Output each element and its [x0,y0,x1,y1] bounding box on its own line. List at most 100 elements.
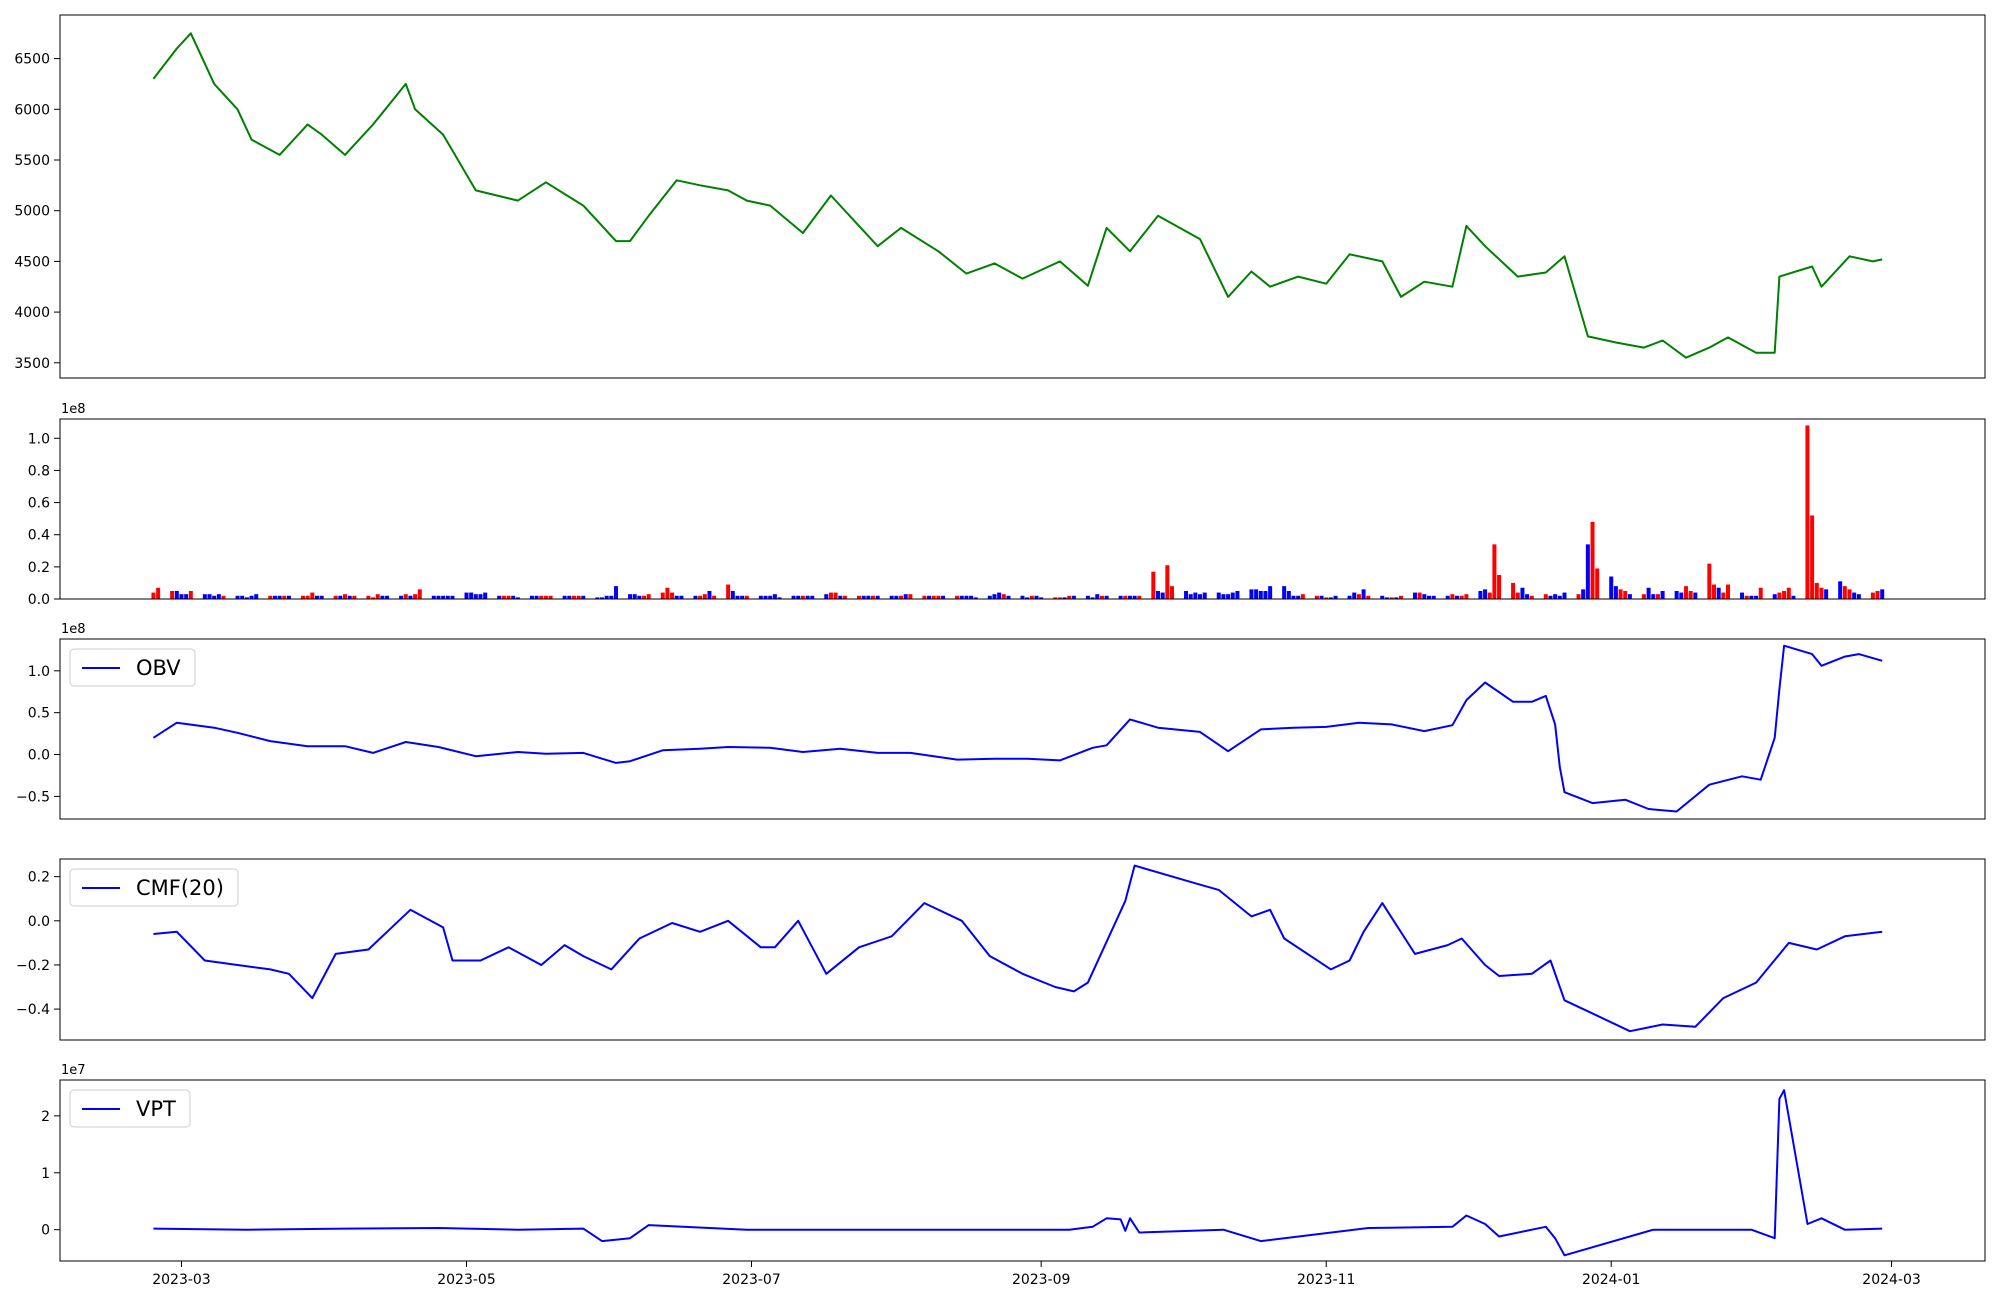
volume-bar [501,595,506,599]
axes-frame [59,418,1986,600]
volume-bar [268,595,273,599]
volume-bar [632,594,637,599]
volume-bar [1562,592,1567,599]
volume-bar [319,595,324,599]
volume-bar [1740,592,1745,599]
volume-bar [1090,597,1095,599]
volume-bar [969,595,974,599]
volume-bar [1721,592,1726,599]
volume-bar [1618,589,1623,599]
volume-bar [1170,586,1175,599]
volume-bar [515,597,520,599]
volume-bar [1216,592,1221,599]
y-tick-label: 0.2 [28,560,50,576]
legend-box [69,868,239,907]
volume-bar [1071,595,1076,599]
volume-bar [1095,594,1100,599]
volume-bar [856,595,861,599]
volume-bar [1198,594,1203,599]
volume-bar [212,595,217,599]
volume-bar [1062,597,1067,599]
volume-bar [450,595,455,599]
volume-bar [1838,581,1843,599]
volume-bar [1155,590,1160,599]
y-tick-label: 4500 [14,254,50,270]
volume-bar [179,594,184,599]
legend-label: VPT [136,1097,176,1121]
volume-bar [955,595,960,599]
volume-bar [870,595,875,599]
y-tick-label: −0.2 [16,958,50,974]
y-tick-label: 6500 [14,52,50,68]
volume-bar [595,597,600,599]
y-tick-label: −0.4 [16,1002,50,1018]
volume-bar [511,595,516,599]
volume-bar [768,595,773,599]
volume-bar [1613,586,1618,599]
volume-bar [1314,595,1319,599]
volume-bar [1674,590,1679,599]
volume-bar [497,595,502,599]
volume-bar [1529,595,1534,599]
volume-bar [286,595,291,599]
volume-bar [698,595,703,599]
volume-bar [908,594,913,599]
volume-bar [679,595,684,599]
volume-bar [1300,594,1305,599]
volume-bar [1328,597,1333,599]
volume-bar [936,595,941,599]
y-tick-label: 1.0 [28,664,50,680]
volume-bar [1623,590,1628,599]
volume-bar [899,595,904,599]
volume-bar [1543,594,1548,599]
volume-bar [473,594,478,599]
volume-bar [1029,595,1034,599]
volume-bar [1511,582,1516,599]
volume-bar [375,594,380,599]
volume-bar [417,589,422,599]
volume-bar [548,595,553,599]
axes-frame [59,1079,1986,1262]
volume-bar [1296,595,1301,599]
volume-bar [987,595,992,599]
volume-bar [441,595,446,599]
volume-bar [833,592,838,599]
volume-bar [758,595,763,599]
panel-3: −0.5 0.0 0.5 1.0 1e8 OBV [16,622,1986,820]
volume-bar [1137,595,1142,599]
volume-bar [272,595,277,599]
volume-bar [1127,595,1132,599]
volume-bar [1188,594,1193,599]
volume-bar [1842,586,1847,599]
volume-bar [1104,595,1109,599]
volume-bar [894,595,899,599]
panel-2: 0.0 0.2 0.4 0.6 0.8 1.0 1e8 [28,402,1986,608]
volume-bar [604,595,609,599]
volume-bar [1483,589,1488,599]
y-tick-label: 5500 [14,153,50,169]
volume-bar [1160,592,1165,599]
series-line [152,644,1883,813]
x-tick-label: 2023-11 [1297,1272,1356,1288]
volume-bar [314,595,319,599]
volume-bar [959,595,964,599]
volume-bar [637,595,642,599]
volume-bar [992,594,997,599]
volume-bar [828,592,833,599]
volume-bar [1814,582,1819,599]
volume-bar [1693,592,1698,599]
volume-bar [1641,594,1646,599]
y-tick-label: 3500 [14,356,50,372]
volume-bar [1286,590,1291,599]
volume-bar [614,586,619,599]
volume-bar [693,595,698,599]
volume-bar [282,595,287,599]
legend: OBV [69,648,196,687]
volume-bar [567,595,572,599]
volume-bar [277,595,282,599]
volume-bar [1394,597,1399,599]
y-tick-label: 0.0 [28,748,50,764]
volume-bar [1548,595,1553,599]
volume-bar [927,595,932,599]
